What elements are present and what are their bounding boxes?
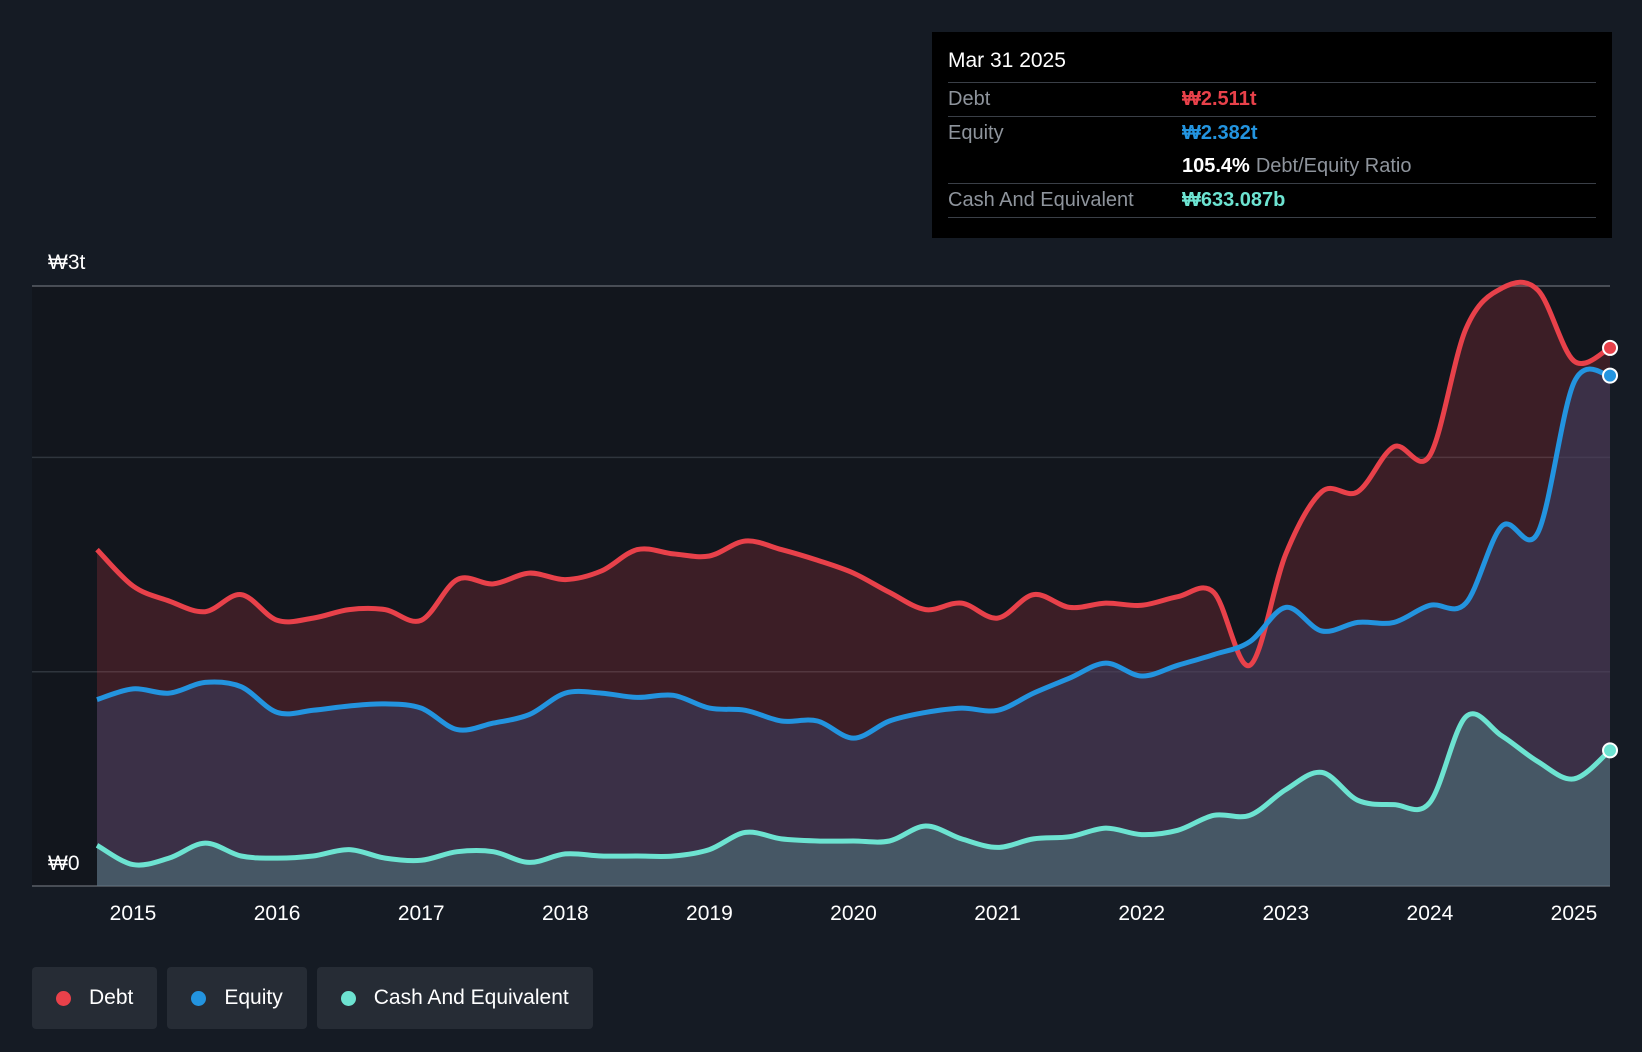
tooltip-row-debt: Debt ₩2.511t xyxy=(948,82,1596,116)
x-tick-label-2016: 2016 xyxy=(254,902,301,925)
x-tick-label-2024: 2024 xyxy=(1407,902,1454,925)
x-axis-ticks: 2015 2016 2017 2018 2019 2020 2021 2022 2023 2024… xyxy=(110,902,1598,925)
cash-line xyxy=(95,711,1610,868)
x-tick-label-2021: 2021 xyxy=(974,902,1021,925)
x-tick-label-2019: 2019 xyxy=(686,902,733,925)
legend-equity-label: Equity xyxy=(224,986,283,1009)
tooltip-cash-value: ₩633.087b xyxy=(1182,189,1286,211)
x-tick-label-2017: 2017 xyxy=(398,902,445,925)
debt-end-marker[interactable] xyxy=(1602,339,1619,356)
cash-area xyxy=(97,713,1610,886)
legend-item-cash[interactable]: Cash And Equivalent xyxy=(316,967,593,1029)
equity-dot-icon xyxy=(191,990,207,1006)
tooltip-row-ratio: 105.4% Debt/Equity Ratio xyxy=(948,150,1596,183)
equity-end-marker[interactable] xyxy=(1602,367,1619,384)
x-tick-label-2020: 2020 xyxy=(830,902,877,925)
tooltip-row-cash: Cash And Equivalent ₩633.087b xyxy=(948,183,1596,218)
equity-line xyxy=(96,366,1610,741)
tooltip-equity-value: ₩2.382t xyxy=(1182,122,1258,144)
legend-item-debt[interactable]: Debt xyxy=(32,967,158,1029)
debt-dot-icon xyxy=(56,990,71,1006)
legend-item-equity[interactable]: Equity xyxy=(167,967,307,1029)
tooltip-ratio-value: 105.4% xyxy=(1182,155,1250,177)
x-tick-label-2018: 2018 xyxy=(542,902,589,925)
y-tick-label-3t: ₩3t xyxy=(48,251,86,274)
x-tick-label-2023: 2023 xyxy=(1262,902,1309,925)
tooltip: Mar 31 2025 Debt ₩2.511t Equity ₩2.382t … xyxy=(932,32,1612,238)
tooltip-date: Mar 31 2025 xyxy=(948,49,1066,72)
tooltip-debt-value: ₩2.511t xyxy=(1182,88,1257,110)
tooltip-ratio-label: Debt/Equity Ratio xyxy=(1255,155,1412,177)
x-tick-label-2015: 2015 xyxy=(110,902,157,925)
tooltip-equity-label: Equity xyxy=(948,122,1004,144)
legend-cash-label: Cash And Equivalent xyxy=(373,986,569,1009)
cash-dot-icon xyxy=(340,990,356,1006)
legend: Debt Equity Cash And Equivalent xyxy=(32,967,593,1029)
equity-area xyxy=(97,369,1610,886)
x-tick-label-2025: 2025 xyxy=(1551,902,1598,925)
debt-line xyxy=(95,279,1610,668)
cash-end-marker[interactable] xyxy=(1602,742,1619,759)
tooltip-debt-label: Debt xyxy=(948,88,991,110)
legend-debt-label: Debt xyxy=(89,986,134,1009)
x-tick-label-2022: 2022 xyxy=(1118,902,1165,925)
tooltip-cash-label: Cash And Equivalent xyxy=(948,189,1134,211)
tooltip-row-equity: Equity ₩2.382t xyxy=(948,116,1596,150)
y-tick-label-0: ₩0 xyxy=(48,852,80,875)
